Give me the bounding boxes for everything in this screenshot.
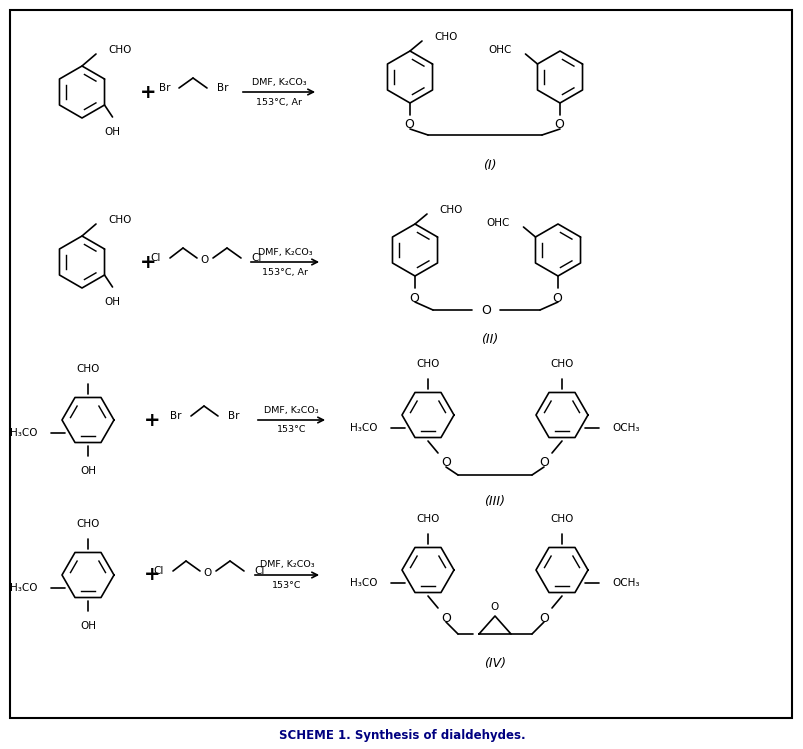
Text: CHO: CHO [108,215,131,225]
Text: O: O [404,118,414,132]
Text: CHO: CHO [434,32,457,42]
Text: 153°C: 153°C [276,425,306,434]
Text: H₃CO: H₃CO [349,578,377,588]
Text: OH: OH [80,621,96,631]
Text: O: O [552,291,561,305]
Text: (IV): (IV) [483,658,505,670]
Text: SCHEME 1. Synthesis of dialdehydes.: SCHEME 1. Synthesis of dialdehydes. [279,729,524,742]
Text: CHO: CHO [108,45,131,55]
Text: CHO: CHO [549,359,573,369]
Text: Br: Br [159,83,171,93]
Text: O: O [553,118,563,132]
Text: H₃CO: H₃CO [10,428,38,438]
Text: DMF, K₂CO₃: DMF, K₂CO₃ [264,405,319,414]
Text: Cl: Cl [254,566,264,576]
Text: 153°C, Ar: 153°C, Ar [255,97,302,106]
Text: OCH₃: OCH₃ [612,578,639,588]
Text: 153°C, Ar: 153°C, Ar [262,267,308,276]
Text: O: O [481,303,491,317]
Text: (III): (III) [484,494,505,508]
Text: +: + [144,410,160,429]
Text: O: O [201,255,209,265]
Text: Br: Br [170,411,181,421]
Text: O: O [204,568,212,578]
Text: O: O [441,456,450,470]
Text: DMF, K₂CO₃: DMF, K₂CO₃ [259,560,314,569]
Text: CHO: CHO [438,205,462,215]
Text: DMF, K₂CO₃: DMF, K₂CO₃ [258,247,312,256]
Text: OHC: OHC [487,45,511,55]
Text: O: O [538,456,548,470]
Text: +: + [140,82,156,102]
Text: O: O [409,291,418,305]
Text: 153°C: 153°C [272,580,301,589]
Text: OH: OH [104,127,120,137]
Text: CHO: CHO [549,514,573,524]
Text: H₃CO: H₃CO [10,583,38,593]
Text: Br: Br [217,83,228,93]
Text: (I): (I) [483,159,496,172]
Text: H₃CO: H₃CO [349,423,377,433]
Text: CHO: CHO [76,364,100,374]
Text: O: O [441,611,450,625]
Text: OH: OH [104,297,120,307]
Text: Cl: Cl [150,253,161,263]
Text: OHC: OHC [486,218,509,228]
Text: (II): (II) [481,333,498,347]
Text: CHO: CHO [416,514,439,524]
Text: OCH₃: OCH₃ [612,423,639,433]
Text: Cl: Cl [251,253,261,263]
Text: CHO: CHO [416,359,439,369]
Text: Cl: Cl [153,566,164,576]
Text: O: O [538,611,548,625]
Text: Br: Br [228,411,239,421]
Text: CHO: CHO [76,519,100,529]
Text: OH: OH [80,466,96,476]
Text: +: + [140,252,156,271]
Text: +: + [144,565,160,584]
Text: DMF, K₂CO₃: DMF, K₂CO₃ [251,77,306,86]
Text: O: O [491,602,499,612]
